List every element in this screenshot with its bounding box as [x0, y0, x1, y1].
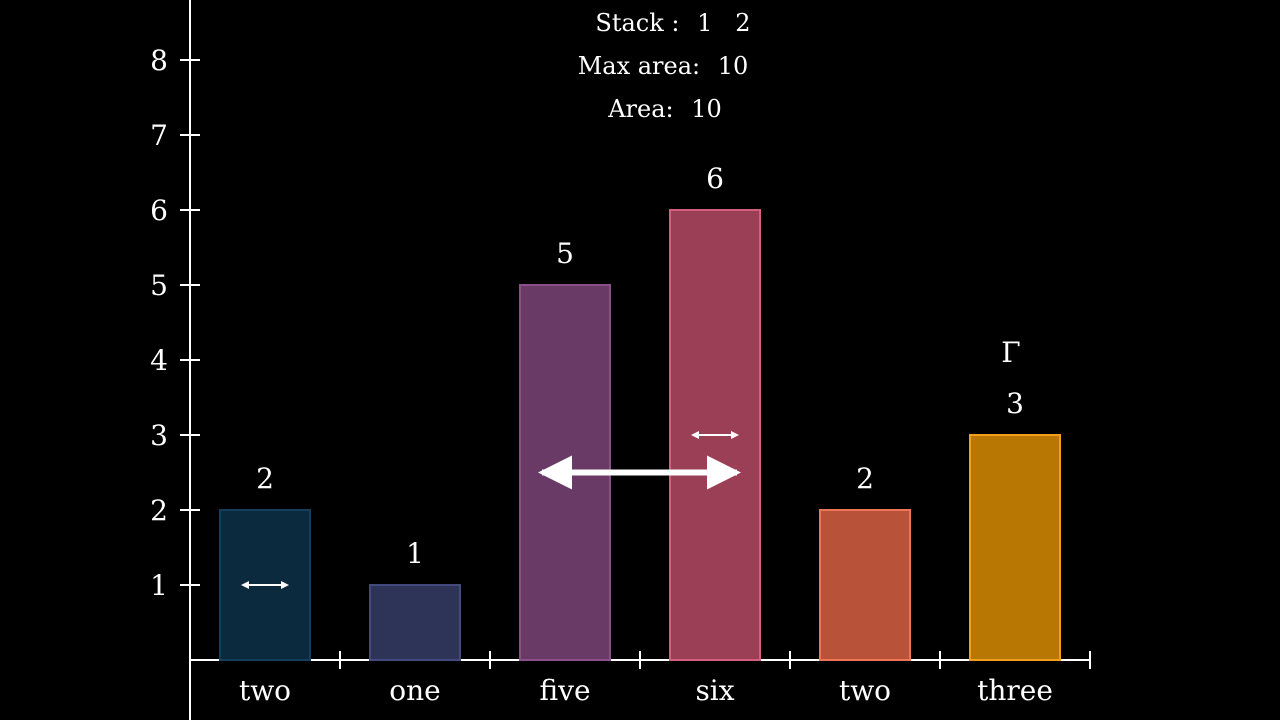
area-label: Area: — [607, 95, 673, 123]
value-labels: 2 1 5 6 2 3 — [256, 162, 1024, 570]
y-tick-label: 5 — [150, 269, 168, 302]
value-label: 2 — [256, 462, 274, 495]
value-label: 3 — [1006, 387, 1024, 420]
value-label: 6 — [706, 162, 724, 195]
category-label: one — [389, 674, 440, 707]
category-label: three — [977, 674, 1053, 707]
y-tick-label: 1 — [150, 569, 168, 602]
max-area-value: 10 — [718, 52, 749, 80]
max-area-label: Max area: — [578, 52, 700, 80]
category-labels: two one five six two three — [239, 674, 1053, 707]
category-label: five — [539, 674, 590, 707]
y-tick-label: 6 — [150, 194, 168, 227]
area-value: 10 — [691, 95, 722, 123]
width-arrows — [241, 431, 741, 589]
bar-three-5 — [969, 434, 1061, 661]
value-label: 5 — [556, 237, 574, 270]
category-label: two — [839, 674, 891, 707]
stats-panel: Stack : 1 2 Max area: 10 Area: 10 — [578, 9, 751, 123]
stack-line: Stack : 1 2 — [595, 9, 750, 37]
y-tick-label: 4 — [150, 344, 168, 377]
pointer-marker: Γ — [1001, 336, 1020, 369]
bars — [219, 209, 1061, 661]
y-tick-label: 8 — [150, 44, 168, 77]
y-tick-label: 3 — [150, 419, 168, 452]
bar-two-4 — [819, 509, 911, 661]
y-tick-label: 7 — [150, 119, 168, 152]
value-label: 2 — [856, 462, 874, 495]
category-label: six — [695, 674, 734, 707]
stack-label: Stack : — [595, 9, 679, 37]
stack-values: 1 2 — [697, 9, 750, 37]
axes: 1 2 3 4 5 6 7 8 — [150, 0, 1091, 720]
category-label: two — [239, 674, 291, 707]
bar-one-1 — [369, 584, 461, 661]
y-tick-label: 2 — [150, 494, 168, 527]
max-area-line: Max area: 10 — [578, 52, 749, 80]
area-line: Area: 10 — [607, 95, 722, 123]
value-label: 1 — [406, 537, 424, 570]
